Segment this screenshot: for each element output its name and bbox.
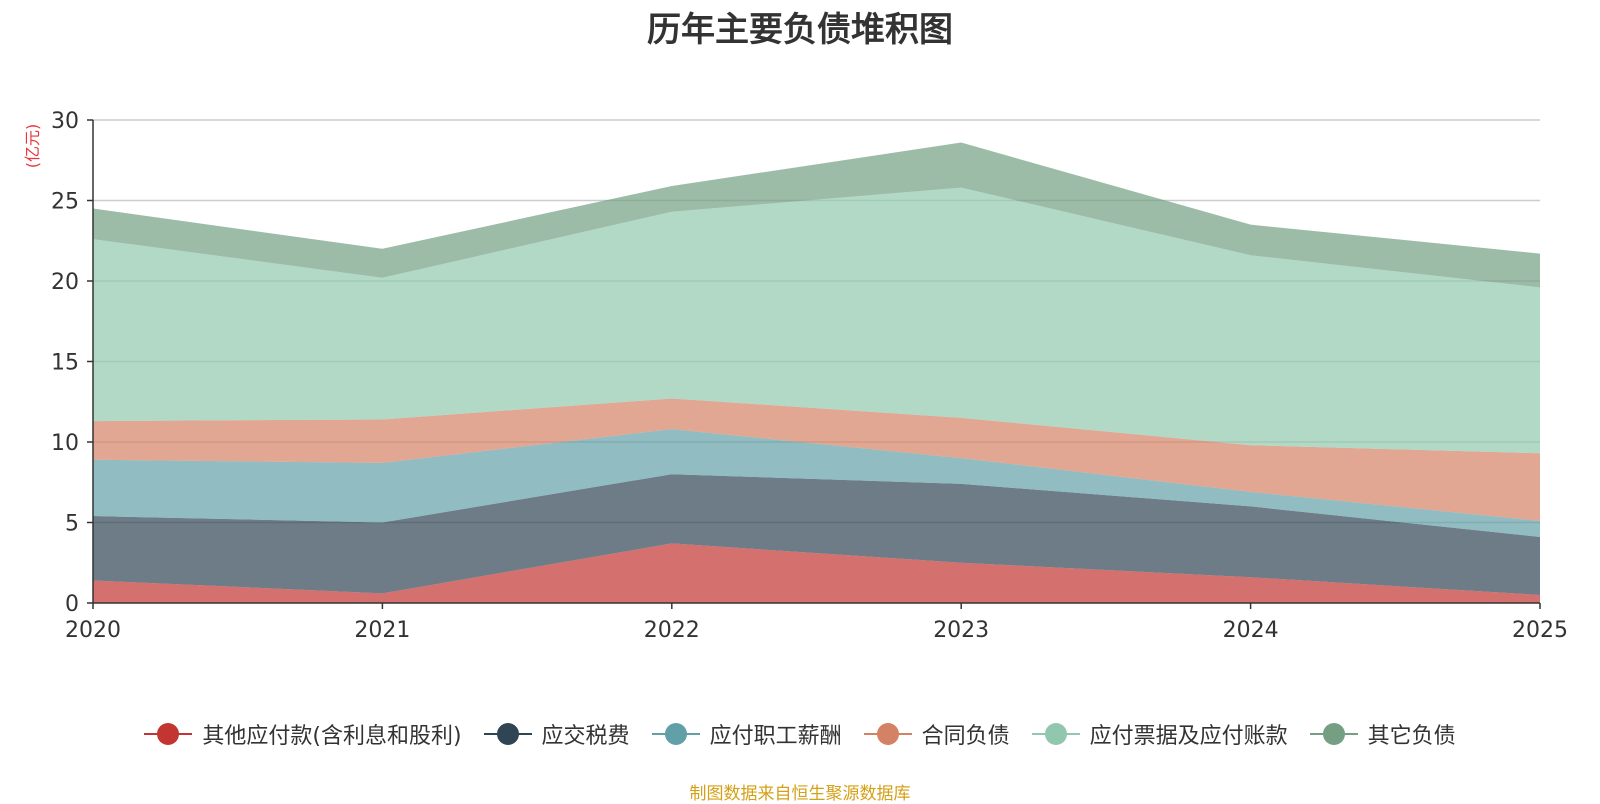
legend-swatch (144, 722, 193, 746)
legend-label: 其他应付款(含利息和股利) (202, 724, 462, 749)
y-tick-label: 20 (51, 270, 79, 295)
legend-item-4[interactable]: 合同负债 (863, 718, 1010, 750)
legend-label: 应付票据及应付账款 (1089, 724, 1288, 749)
legend-label: 应付职工薪酬 (709, 724, 842, 749)
legend-swatch (1309, 722, 1358, 746)
legend-label: 其它负债 (1367, 724, 1456, 749)
legend-item-6[interactable]: 其它负债 (1309, 718, 1456, 750)
x-tick-label: 2021 (354, 618, 410, 643)
area-series-3 (93, 429, 1540, 537)
legend-item-1[interactable]: 其他应付款(含利息和股利) (144, 718, 462, 750)
legend: 其他应付款(含利息和股利) 应交税费 应付职工薪酬 合同负债 应付票据及应付账款 其它负债 (0, 718, 1600, 750)
x-tick-label: 2024 (1223, 618, 1279, 643)
legend-swatch (863, 722, 912, 746)
legend-swatch (1031, 722, 1080, 746)
legend-item-5[interactable]: 应付票据及应付账款 (1031, 718, 1288, 750)
x-tick-label: 2020 (65, 618, 121, 643)
legend-label: 应交税费 (541, 724, 630, 749)
x-tick-label: 2022 (644, 618, 700, 643)
area-series-2 (93, 474, 1540, 595)
y-axis-unit-label: (亿元) (23, 124, 42, 169)
legend-item-2[interactable]: 应交税费 (483, 718, 630, 750)
area-series-1 (93, 543, 1540, 603)
x-tick-label: 2025 (1512, 618, 1568, 643)
y-tick-label: 10 (51, 431, 79, 456)
x-tick-label: 2023 (933, 618, 989, 643)
stacked-areas (93, 142, 1540, 603)
area-series-5 (93, 187, 1540, 454)
legend-label: 合同负债 (921, 724, 1010, 749)
y-tick-label: 5 (65, 512, 79, 537)
y-tick-label: 0 (65, 592, 79, 617)
source-note: 制图数据来自恒生聚源数据库 (689, 784, 911, 804)
area-series-4 (93, 398, 1540, 521)
area-series-6 (93, 142, 1540, 288)
chart-title: 历年主要负债堆积图 (647, 10, 953, 50)
y-tick-label: 25 (51, 190, 79, 215)
legend-swatch (483, 722, 532, 746)
legend-item-3[interactable]: 应付职工薪酬 (651, 718, 842, 750)
y-tick-label: 30 (51, 109, 79, 134)
legend-swatch (651, 722, 700, 746)
y-tick-label: 15 (51, 351, 79, 376)
